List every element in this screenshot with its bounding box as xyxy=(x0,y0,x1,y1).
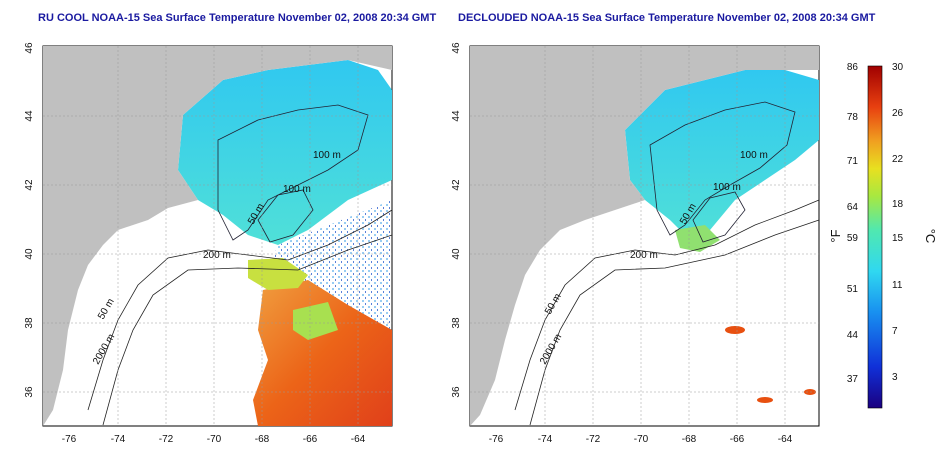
left-contour-50m xyxy=(257,189,314,243)
celsius-tick: 22 xyxy=(892,154,904,165)
right-y-tick: 42 xyxy=(451,179,462,191)
left-cool-water xyxy=(178,60,392,245)
left-sst-map: 100 m 100 m 50 m 200 m 50 m 2000 m -76 -… xyxy=(24,42,393,445)
right-contour-label-200m: 200 m xyxy=(630,250,658,261)
left-x-tick: -68 xyxy=(255,434,270,445)
right-grid xyxy=(470,46,819,426)
fahrenheit-tick: 71 xyxy=(847,156,859,167)
left-contour-2000m xyxy=(102,234,393,426)
left-map-title: RU COOL NOAA-15 Sea Surface Temperature … xyxy=(38,12,437,24)
fahrenheit-tick: 78 xyxy=(847,112,859,123)
left-contour-label-100m-a: 100 m xyxy=(313,150,341,161)
right-x-tick: -74 xyxy=(538,434,553,445)
celsius-tick: 26 xyxy=(892,108,904,119)
right-green-patch xyxy=(675,225,720,252)
left-x-axis: -76 -74 -72 -70 -68 -66 -64 xyxy=(62,434,366,445)
right-cool-water xyxy=(625,70,819,240)
fahrenheit-tick: 44 xyxy=(847,330,859,341)
right-y-tick: 46 xyxy=(451,42,462,54)
right-x-tick: -76 xyxy=(489,434,504,445)
left-grid xyxy=(43,46,392,426)
left-x-tick: -64 xyxy=(351,434,366,445)
left-speckle-region xyxy=(268,200,392,330)
celsius-scale: 30 26 22 18 15 11 7 3 xyxy=(892,62,904,383)
left-land xyxy=(43,46,392,426)
right-land xyxy=(470,46,819,426)
left-y-tick: 46 xyxy=(24,42,35,54)
left-x-tick: -72 xyxy=(159,434,174,445)
right-contour-label-100m-b: 100 m xyxy=(713,182,741,193)
fahrenheit-tick: 51 xyxy=(847,284,859,295)
right-y-tick: 36 xyxy=(451,386,462,398)
temperature-colorbar: 86 78 71 64 59 51 44 37 30 26 22 18 15 1… xyxy=(828,62,938,409)
left-y-tick: 38 xyxy=(24,317,35,329)
right-y-axis: 46 44 42 40 38 36 xyxy=(451,42,462,398)
left-warm-water xyxy=(253,280,392,426)
left-green-patch xyxy=(293,302,338,340)
right-x-axis: -76 -74 -72 -70 -68 -66 -64 xyxy=(489,434,793,445)
celsius-tick: 7 xyxy=(892,326,898,337)
celsius-tick: 11 xyxy=(892,280,903,291)
right-y-tick: 38 xyxy=(451,317,462,329)
right-contour-label-100m-a: 100 m xyxy=(740,150,768,161)
right-contour-2000m xyxy=(529,219,820,426)
left-x-tick: -76 xyxy=(62,434,77,445)
right-map-title: DECLOUDED NOAA-15 Sea Surface Temperatur… xyxy=(458,12,876,24)
right-sst-map: 100 m 100 m 50 m 200 m 50 m 2000 m -76 -… xyxy=(451,42,820,445)
left-yellow-green-band xyxy=(248,258,308,290)
right-y-tick: 44 xyxy=(451,110,462,122)
right-warm-spot xyxy=(757,397,773,403)
left-y-tick: 42 xyxy=(24,179,35,191)
celsius-tick: 15 xyxy=(892,233,904,244)
left-y-tick: 36 xyxy=(24,386,35,398)
right-contour-50m xyxy=(692,191,746,243)
left-contour-100m xyxy=(217,104,369,241)
right-x-tick: -66 xyxy=(730,434,745,445)
right-warm-spot xyxy=(725,326,745,334)
right-x-tick: -64 xyxy=(778,434,793,445)
right-x-tick: -72 xyxy=(586,434,601,445)
celsius-tick: 18 xyxy=(892,199,904,210)
left-contour-200m xyxy=(87,209,393,411)
left-x-tick: -74 xyxy=(111,434,126,445)
fahrenheit-tick: 64 xyxy=(847,202,859,213)
fahrenheit-scale: 86 78 71 64 59 51 44 37 xyxy=(847,62,859,385)
right-x-tick: -70 xyxy=(634,434,649,445)
left-y-tick: 44 xyxy=(24,110,35,122)
celsius-tick: 3 xyxy=(892,372,898,383)
celsius-label: °C xyxy=(923,229,938,244)
left-x-tick: -70 xyxy=(207,434,222,445)
fahrenheit-tick: 37 xyxy=(847,374,859,385)
left-x-tick: -66 xyxy=(303,434,318,445)
left-contour-label-100m-b: 100 m xyxy=(283,184,311,195)
fahrenheit-label: °F xyxy=(828,229,843,242)
fahrenheit-tick: 59 xyxy=(847,233,859,244)
right-y-tick: 40 xyxy=(451,248,462,260)
left-y-tick: 40 xyxy=(24,248,35,260)
right-contour-200m xyxy=(514,199,820,411)
left-y-axis: 46 44 42 40 38 36 xyxy=(24,42,35,398)
right-contour-100m xyxy=(649,101,796,236)
left-contour-label-200m: 200 m xyxy=(203,250,231,261)
right-x-tick: -68 xyxy=(682,434,697,445)
celsius-tick: 30 xyxy=(892,62,904,73)
colorbar-gradient xyxy=(867,65,883,409)
fahrenheit-tick: 86 xyxy=(847,62,859,73)
